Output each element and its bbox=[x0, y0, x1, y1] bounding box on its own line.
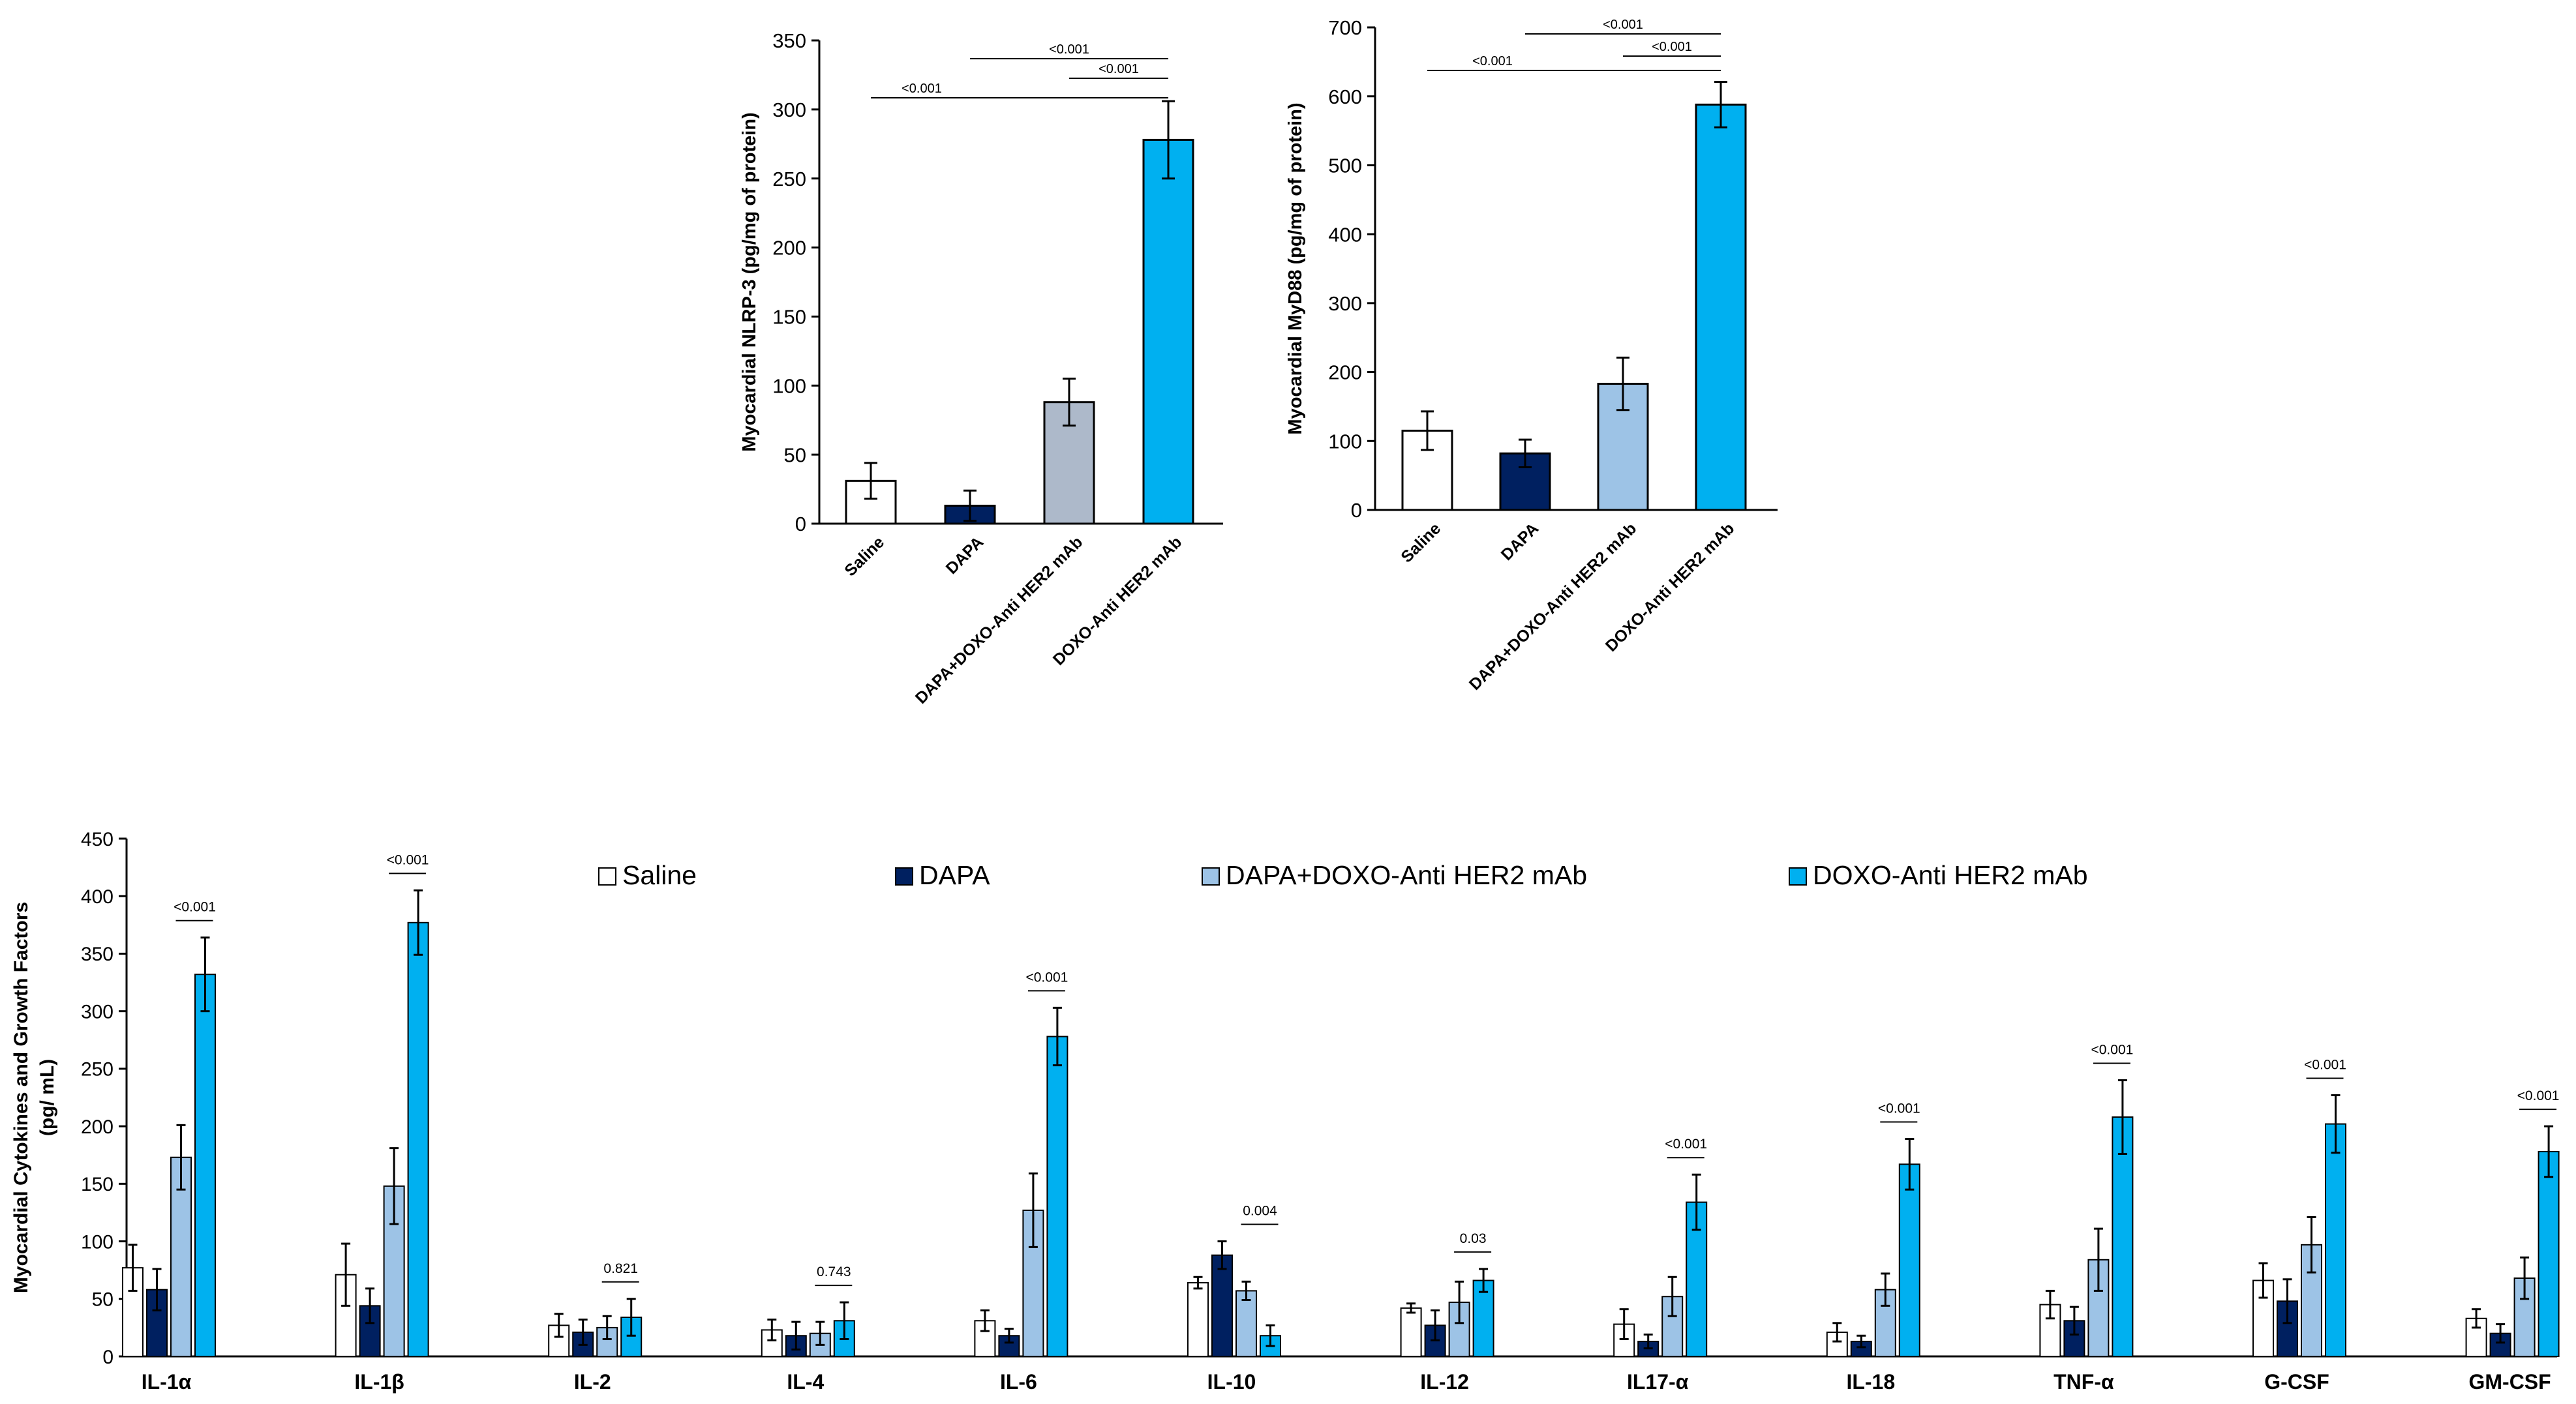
p-value-label: <0.001 bbox=[1099, 62, 1139, 76]
bar bbox=[194, 974, 216, 1357]
x-tick-label: Saline bbox=[841, 533, 888, 580]
p-value-label: 0.743 bbox=[817, 1264, 851, 1279]
x-tick-label: IL-4 bbox=[787, 1370, 824, 1394]
y-tick-label: 150 bbox=[772, 306, 806, 329]
bar bbox=[1211, 1254, 1233, 1357]
y-tick-label: 100 bbox=[1328, 430, 1362, 453]
y-tick-label: 0 bbox=[102, 1347, 114, 1368]
p-value-label: <0.001 bbox=[1472, 54, 1513, 68]
y-tick-label: 600 bbox=[1328, 85, 1362, 108]
bar bbox=[1400, 1307, 1422, 1357]
y-tick-label: 200 bbox=[81, 1116, 114, 1138]
y-tick-label: 700 bbox=[1328, 16, 1362, 39]
bar bbox=[1046, 1036, 1068, 1358]
y-tick-label: 0 bbox=[795, 513, 806, 535]
y-tick-label: 400 bbox=[81, 886, 114, 908]
bar bbox=[1187, 1282, 1209, 1358]
x-tick-label: IL-10 bbox=[1207, 1370, 1256, 1394]
p-value-label: <0.001 bbox=[1603, 18, 1643, 32]
p-value-label: <0.001 bbox=[174, 900, 216, 915]
bar bbox=[2301, 1244, 2322, 1357]
legend-entry: DAPA bbox=[919, 860, 990, 890]
bar bbox=[1898, 1163, 1920, 1357]
bar bbox=[170, 1156, 192, 1357]
y-tick-label: 350 bbox=[81, 944, 114, 965]
bar bbox=[1043, 401, 1095, 525]
bar bbox=[407, 921, 429, 1357]
legend-swatch bbox=[1789, 867, 1807, 886]
x-tick-label: IL-1β bbox=[354, 1370, 404, 1394]
p-value-label: <0.001 bbox=[902, 82, 942, 96]
chart-myd88: 0 100 200 300 400 500 600 700 Saline DAPADAPA+DOX… bbox=[1285, 16, 1778, 694]
y-tick-label: 300 bbox=[81, 1001, 114, 1023]
y-tick-label: 300 bbox=[772, 98, 806, 121]
y-tick-label: 250 bbox=[772, 168, 806, 190]
y-tick-label: 200 bbox=[772, 237, 806, 260]
chart-cytokines: 0 50 100 150 200 250 300 350 400 450 IL-1α <0.001 IL… bbox=[10, 829, 2560, 1394]
bar bbox=[1695, 103, 1747, 511]
bar bbox=[1142, 138, 1194, 525]
x-tick-label: IL-6 bbox=[1000, 1370, 1037, 1394]
y-axis-label: Myocardial NLRP-3 (pg/mg of protein) bbox=[739, 112, 760, 451]
y-tick-label: 0 bbox=[1351, 499, 1362, 522]
p-value-label: 0.821 bbox=[603, 1261, 638, 1276]
x-tick-label: G-CSF bbox=[2264, 1370, 2329, 1394]
p-value-label: <0.001 bbox=[1652, 40, 1692, 54]
x-tick-label: DAPA bbox=[1498, 519, 1543, 564]
legend-swatch bbox=[1202, 867, 1220, 886]
y-tick-label: 200 bbox=[1328, 361, 1362, 384]
p-value-label: 0.004 bbox=[1243, 1204, 1277, 1219]
p-value-label: <0.001 bbox=[2304, 1057, 2346, 1072]
x-tick-label: IL-12 bbox=[1420, 1370, 1469, 1394]
chart-nlrp3: 0 50 100 150 200 250 300 350 Saline DAPADAPA+DOXO… bbox=[739, 29, 1223, 708]
y-axis-label: Myocardial MyD88 (pg/mg of protein) bbox=[1285, 102, 1306, 434]
p-value-label: <0.001 bbox=[387, 852, 429, 867]
legend-swatch bbox=[895, 867, 913, 886]
y-axis-label: (pg/ mL) bbox=[37, 1059, 58, 1136]
x-tick-label: DAPA+DOXO-Anti HER2 mAb bbox=[912, 533, 1086, 707]
p-value-label: <0.001 bbox=[1049, 42, 1089, 57]
legend-entry: DOXO-Anti HER2 mAb bbox=[1813, 860, 2088, 890]
p-value-label: <0.001 bbox=[1878, 1101, 1920, 1116]
x-tick-label: IL-18 bbox=[1846, 1370, 1895, 1394]
legend-entry: DAPA+DOXO-Anti HER2 mAb bbox=[1226, 860, 1587, 890]
y-tick-label: 300 bbox=[1328, 292, 1362, 315]
bar bbox=[2325, 1123, 2346, 1358]
x-tick-label: DAPA bbox=[943, 533, 988, 578]
bar bbox=[1874, 1289, 1896, 1358]
y-tick-label: 350 bbox=[772, 29, 806, 52]
p-value-label: <0.001 bbox=[2091, 1043, 2133, 1058]
x-tick-label: GM-CSF bbox=[2468, 1370, 2551, 1394]
p-value-label: <0.001 bbox=[1025, 970, 1068, 985]
x-tick-label: IL-1α bbox=[142, 1370, 192, 1394]
bar bbox=[2538, 1150, 2560, 1357]
p-value-label: <0.001 bbox=[2517, 1088, 2560, 1103]
x-tick-label: IL-2 bbox=[574, 1370, 611, 1394]
p-value-label: 0.03 bbox=[1460, 1231, 1487, 1246]
x-tick-label: Saline bbox=[1397, 519, 1444, 566]
legend-swatch bbox=[598, 867, 616, 886]
y-tick-label: 100 bbox=[772, 374, 806, 397]
bar bbox=[1472, 1279, 1494, 1357]
y-tick-label: 150 bbox=[81, 1174, 114, 1195]
bar bbox=[1235, 1290, 1257, 1357]
p-value-label: <0.001 bbox=[1665, 1137, 1707, 1152]
y-tick-label: 50 bbox=[92, 1289, 114, 1311]
legend-entry: Saline bbox=[622, 860, 697, 890]
x-tick-label: IL17-α bbox=[1627, 1370, 1689, 1394]
x-tick-label: DAPA+DOXO-Anti HER2 mAb bbox=[1466, 519, 1640, 693]
y-tick-label: 400 bbox=[1328, 223, 1362, 246]
y-tick-label: 250 bbox=[81, 1059, 114, 1081]
y-tick-label: 100 bbox=[81, 1231, 114, 1253]
y-tick-label: 500 bbox=[1328, 155, 1362, 177]
y-axis-label: Myocardial Cytokines and Growth Factors bbox=[10, 902, 32, 1293]
y-tick-label: 450 bbox=[81, 829, 114, 850]
y-tick-label: 50 bbox=[784, 443, 806, 466]
x-tick-label: TNF-α bbox=[2053, 1370, 2114, 1394]
